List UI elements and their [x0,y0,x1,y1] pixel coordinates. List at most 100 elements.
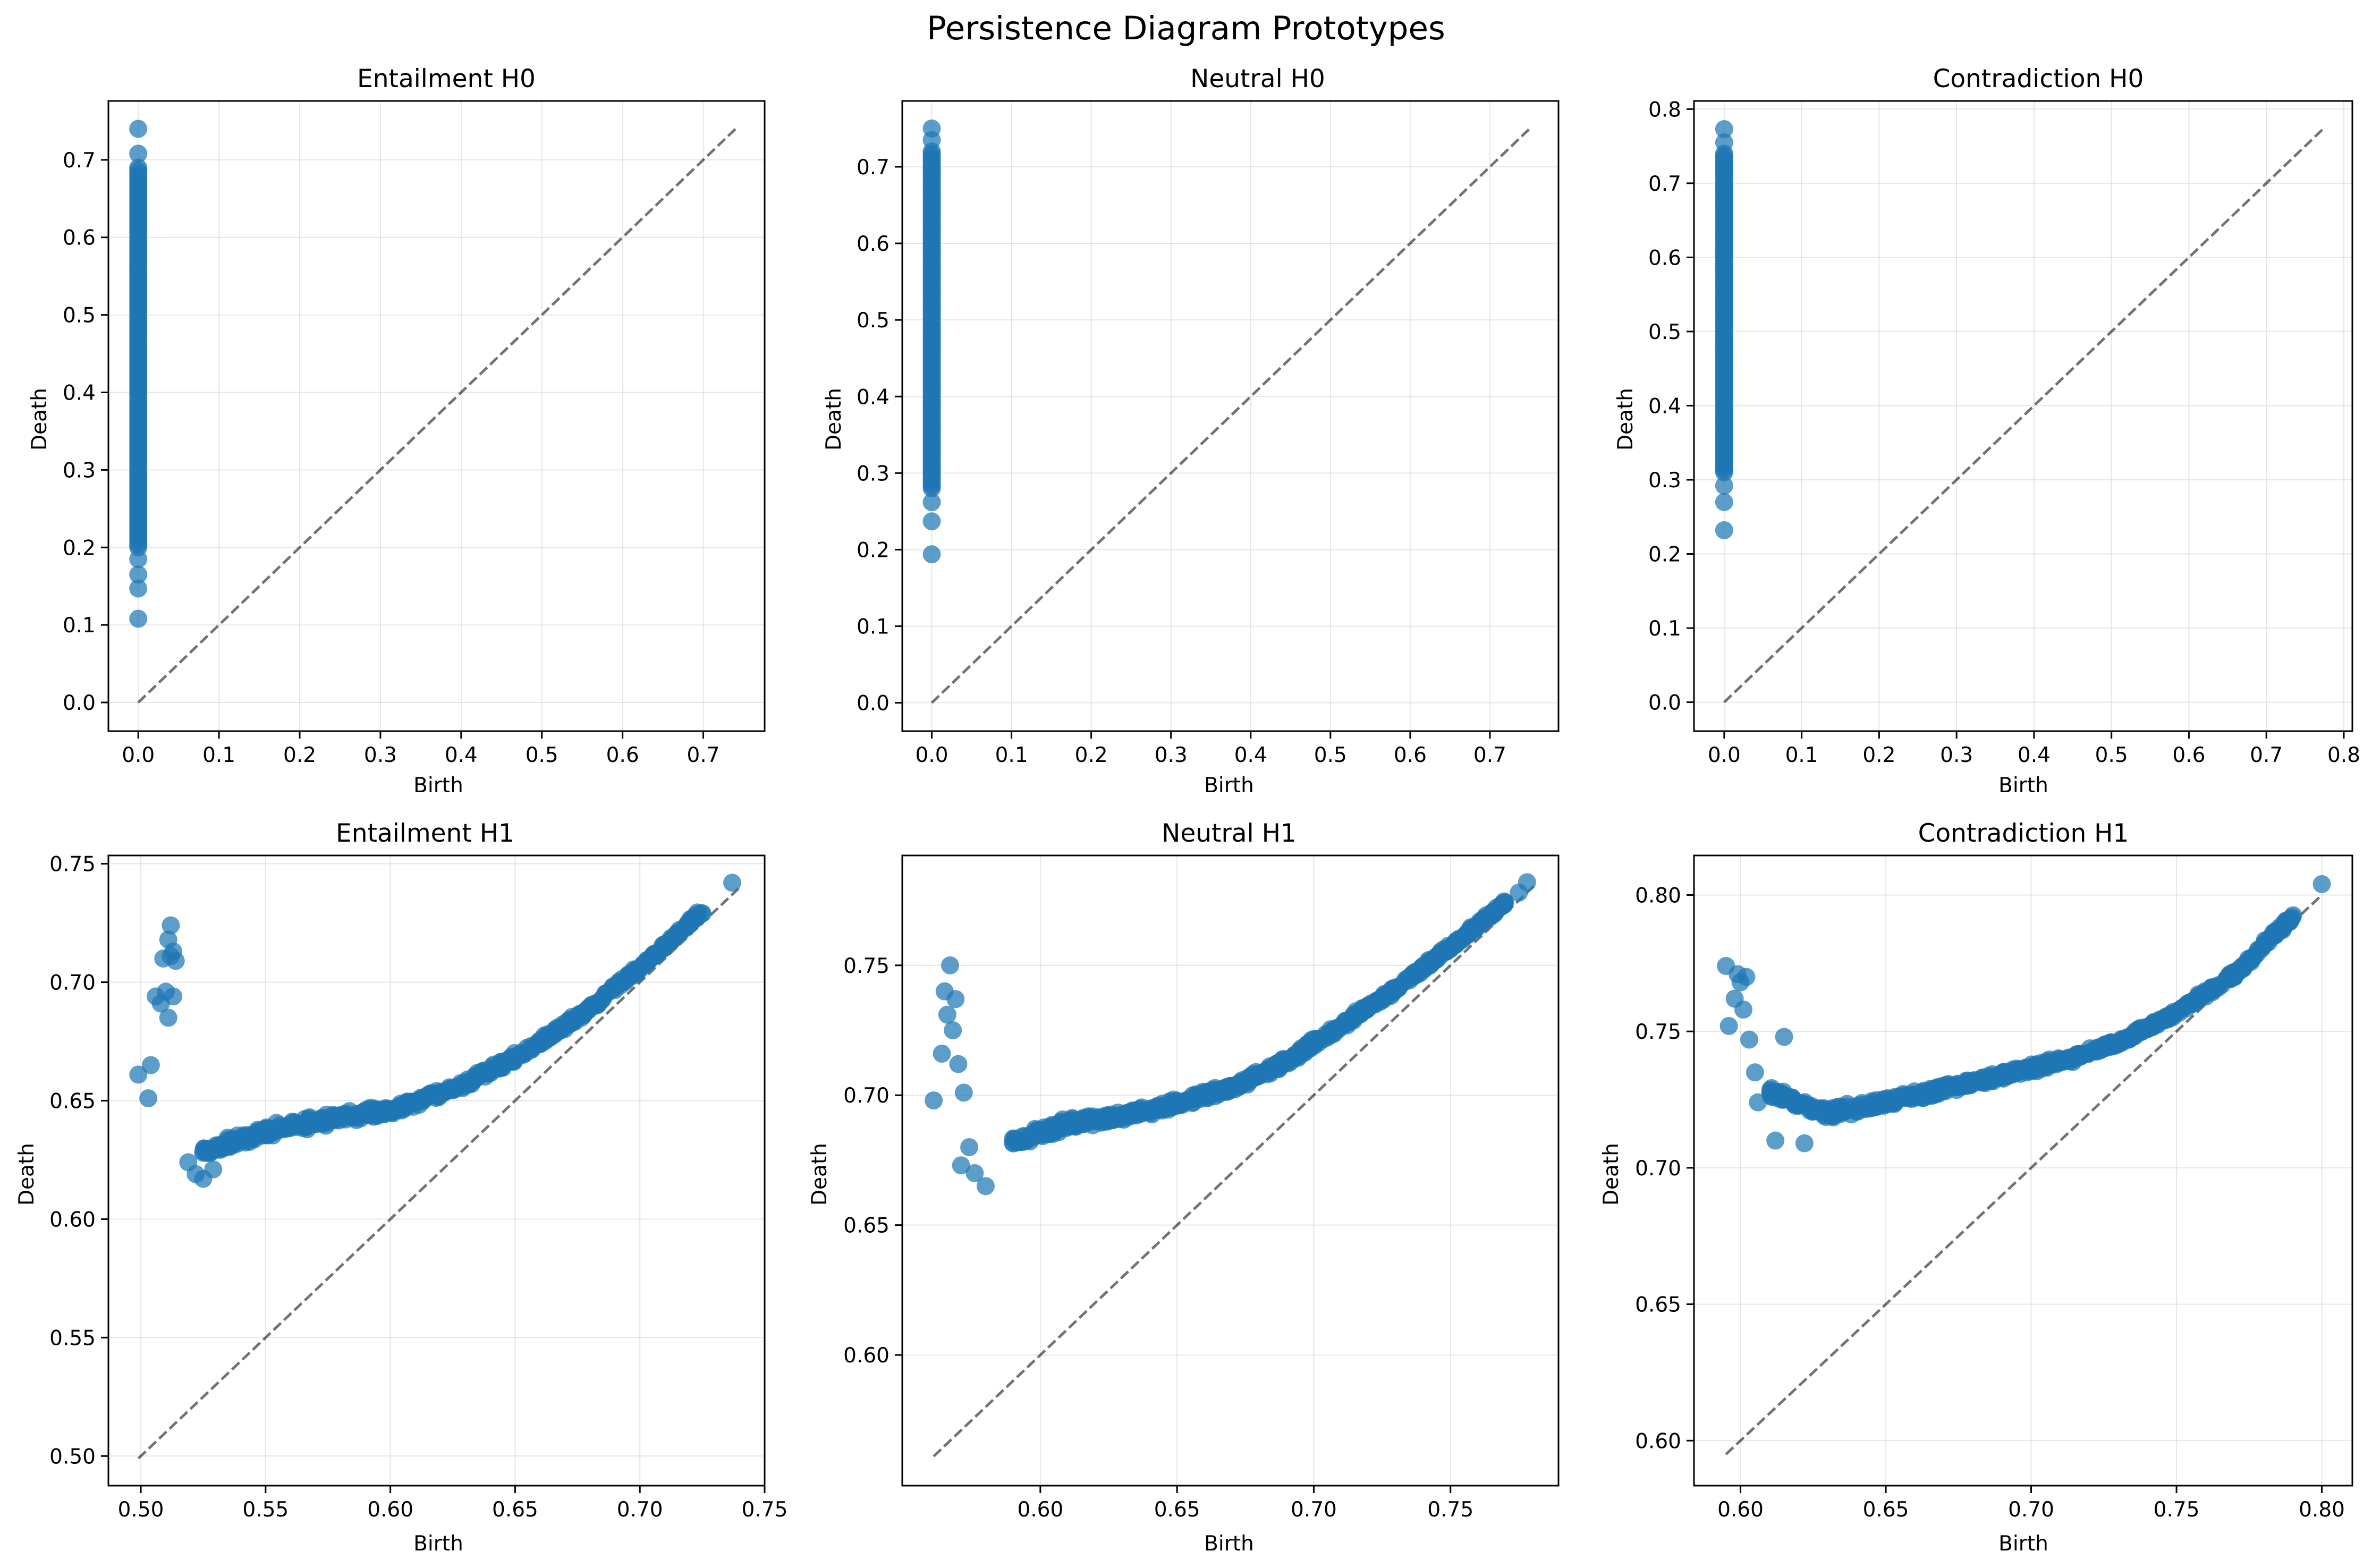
scatter-point [1080,1110,1098,1129]
scatter-point [1374,987,1392,1006]
diagonal-line [933,884,1536,1457]
x-tick-label: 0.1 [202,743,235,767]
scatter-point [2145,1013,2163,1032]
scatter-point [965,1164,984,1182]
scatter-point [2087,1039,2106,1057]
y-tick-label: 0.75 [49,853,96,877]
axes-frame [107,854,766,1487]
x-tick-label: 0.55 [242,1498,289,1522]
points [1715,120,1733,539]
scatter-point [1715,477,1733,495]
points [1717,875,2331,1152]
points [922,119,941,564]
scatter-point [589,995,608,1013]
panel-entailment-h1: Entailment H1 Birth Death 0.50 0.55 0.60 0.… [15,819,787,1556]
y-tick-label: 0.2 [1648,543,1681,567]
scatter-point [222,1131,240,1150]
x-tick-label: 0.2 [1862,743,1895,767]
scatter-point [383,1102,402,1121]
scatter-point [1715,133,1733,152]
scatter-point [1715,120,1733,139]
y-tick-label: 0.6 [1648,246,1681,270]
x-tick-label: 0.3 [1155,743,1188,767]
scatter-point [1715,493,1733,511]
panel-neutral-h1: Neutral H1 Birth Death 0.60 0.65 0.70 0.75 0… [808,819,1560,1556]
scatter-point [141,1056,160,1074]
scatter-point [619,966,637,985]
scatter-point [129,565,148,584]
x-tick-label: 0.4 [1234,743,1267,767]
scatter-point [1008,1133,1027,1151]
x-tick-label: 0.4 [445,743,478,767]
y-tick-label: 0.0 [1648,691,1681,715]
scatter-point [604,980,623,998]
scatter-point [1450,933,1468,951]
y-tick-label: 0.65 [49,1089,96,1113]
scatter-point [1149,1096,1168,1115]
y-tick-label: 0.5 [63,304,96,328]
points [129,874,741,1188]
x-axis-label: Birth [413,1532,463,1556]
diagonal-line [1723,128,2324,704]
panel-entailment-h0: Entailment H0 Birth Death 0.0 0.1 0.2 0.3 0.… [28,64,766,798]
y-tick-label: 0.75 [843,954,890,978]
scatter-point [139,1089,158,1108]
scatter-point [2312,875,2331,893]
panel-title: Neutral H0 [1190,64,1325,94]
x-tick-label: 0.7 [2250,743,2283,767]
grid [1694,101,2352,731]
x-tick-label: 0.8 [2327,743,2360,767]
x-tick-label: 0.7 [687,743,720,767]
scatter-point [522,1040,540,1059]
scatter-point [949,1055,968,1073]
scatter-point [938,1005,956,1024]
x-tick-label: 0.70 [2008,1498,2054,1522]
scatter-point [129,1065,148,1084]
scatter-point [667,925,686,943]
scatter-point [655,935,673,954]
points [925,873,1536,1196]
scatter-point [1116,1105,1134,1123]
x-tick-label: 0.75 [742,1498,788,1522]
scatter-point [952,1156,970,1175]
x-axis-label: Birth [1204,1532,1254,1556]
scatter-point [1344,1006,1363,1025]
scatter-point [159,1008,177,1027]
scatter-point [552,1021,570,1040]
scatter-point [954,1083,973,1102]
scatter-point [925,1091,943,1110]
scatter-point [204,1160,223,1179]
scatter-point [1841,1100,1859,1119]
y-tick-label: 0.3 [1648,469,1681,493]
scatter-point [1518,873,1536,892]
scatter-point [633,957,651,976]
diagonal-line [137,886,741,1460]
y-tick-label: 0.4 [63,382,96,405]
axes-frame [1693,100,2353,732]
y-tick-label: 0.5 [1648,320,1681,344]
axes-frame [107,100,766,732]
scatter-point [1749,1093,1767,1112]
x-tick-label: 0.0 [1708,743,1741,767]
scatter-point [1766,1131,1785,1150]
x-tick-label: 0.70 [617,1498,663,1522]
scatter-point [723,874,741,892]
scatter-point [1064,1110,1082,1129]
x-tick-label: 0.75 [1427,1498,1473,1522]
scatter-point [960,1138,979,1157]
scatter-point [129,579,148,598]
y-tick-label: 0.2 [857,538,890,562]
scatter-point [1802,1097,1820,1115]
panel-contradiction-h1: Contradiction H1 Birth Death 0.60 0.65 0.7… [1599,819,2353,1556]
scatter-point [946,990,965,1008]
x-tick-label: 0.5 [2095,743,2128,767]
x-tick-label: 0.2 [1075,743,1108,767]
y-tick-label: 0.4 [1648,394,1681,418]
y-tick-label: 0.50 [49,1445,96,1469]
scatter-point [162,916,180,935]
x-tick-label: 0.65 [1863,1498,1909,1522]
scatter-point [2038,1058,2056,1077]
scatter-point [2070,1045,2089,1064]
panel-title: Entailment H0 [357,64,536,94]
x-tick-label: 0.75 [2154,1498,2200,1522]
